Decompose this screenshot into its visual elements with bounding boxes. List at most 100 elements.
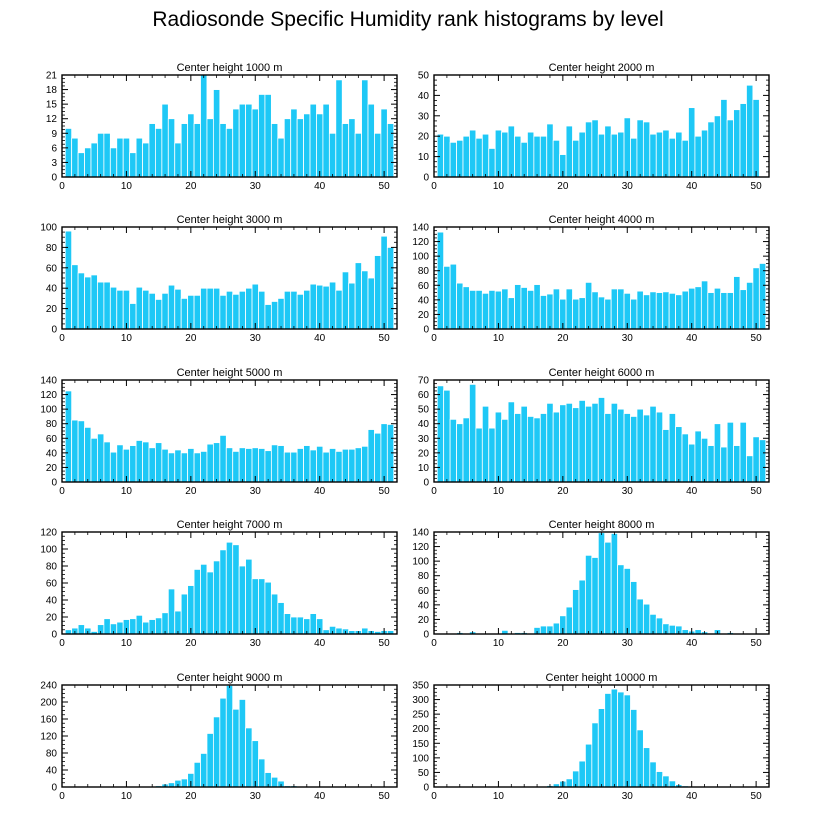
x-tick-label: 20 (185, 333, 197, 344)
histogram-bar (456, 423, 464, 483)
histogram-bar (303, 113, 311, 178)
y-tick-label: 70 (418, 376, 430, 387)
histogram-bar (546, 293, 554, 330)
y-tick-label: 60 (46, 434, 58, 445)
histogram-bar (578, 131, 586, 178)
x-tick-label: 10 (493, 486, 505, 497)
histogram-bar (251, 108, 259, 178)
histogram-bar (449, 418, 457, 483)
histogram-bar (374, 432, 382, 483)
histogram-bar (193, 761, 201, 788)
x-tick-label: 50 (751, 181, 763, 192)
histogram-bar (219, 294, 227, 330)
histogram-bar (655, 771, 664, 788)
histogram-bar (578, 297, 586, 330)
histogram-bar (225, 541, 234, 635)
histogram-bar (662, 291, 670, 330)
histogram-bar (245, 558, 253, 635)
x-tick-label: 0 (431, 333, 437, 344)
histogram-bar (283, 290, 292, 330)
histogram-bar (681, 433, 689, 483)
histogram-bar (449, 263, 457, 330)
histogram-bar (462, 135, 470, 178)
histogram-bar (610, 288, 618, 330)
histogram-bar (84, 426, 92, 483)
histogram-bar (746, 281, 754, 330)
y-tick-label: 150 (412, 739, 429, 750)
histogram-bar (142, 441, 150, 483)
histogram-bar (655, 617, 664, 635)
histogram-bar (148, 292, 156, 330)
histogram-bar (161, 292, 169, 330)
histogram-bar (597, 397, 606, 483)
histogram-bar (303, 445, 311, 483)
x-tick-label: 0 (59, 333, 65, 344)
histogram-bar (270, 444, 279, 483)
y-tick-label: 120 (40, 390, 57, 401)
histogram-bar (514, 135, 522, 178)
y-tick-label: 20 (46, 613, 58, 624)
histogram-bar (623, 568, 631, 635)
histogram-bar (77, 272, 85, 330)
histogram-bar (367, 277, 375, 330)
panel-title: Center height 3000 m (177, 214, 283, 226)
histogram-bar (309, 449, 317, 483)
histogram-bar (206, 118, 214, 178)
histogram-bar (456, 139, 464, 178)
histogram-bar (245, 287, 253, 330)
histogram-bar (238, 699, 247, 788)
histogram-bar (720, 292, 728, 330)
histogram-bar (610, 133, 618, 178)
histogram-bar (552, 288, 561, 330)
histogram-bar (309, 613, 317, 635)
histogram-bar (296, 448, 304, 483)
histogram-bar (501, 418, 509, 483)
histogram-bar (225, 128, 234, 178)
histogram-bar (494, 411, 503, 483)
y-tick-label: 30 (418, 434, 430, 445)
histogram-bar (77, 624, 85, 635)
x-tick-label: 20 (557, 638, 569, 649)
y-tick-label: 240 (40, 681, 57, 692)
histogram-bar (746, 84, 754, 178)
histogram-bar (167, 588, 176, 635)
histogram-bar (142, 621, 150, 635)
histogram-bar (245, 103, 253, 178)
histogram-bar (180, 593, 189, 635)
histogram-bar (258, 448, 266, 483)
histogram-bar (469, 383, 477, 483)
histogram-bar (277, 137, 285, 178)
histogram-bar (642, 121, 651, 178)
histogram-bar (700, 280, 709, 330)
histogram-bar (354, 132, 362, 178)
histogram-bar (578, 579, 586, 635)
y-tick-label: 120 (40, 528, 57, 539)
y-tick-label: 40 (46, 448, 58, 459)
histogram-bar (636, 119, 644, 178)
histogram-bar (720, 446, 728, 483)
histogram-bar (283, 451, 292, 483)
histogram-bar (109, 286, 118, 330)
x-tick-label: 40 (686, 181, 698, 192)
x-tick-label: 0 (59, 791, 65, 802)
histogram-bar (539, 625, 548, 635)
x-tick-label: 0 (431, 791, 437, 802)
histogram-bar (630, 709, 638, 788)
histogram-bar (552, 139, 561, 178)
histogram-bar (617, 564, 625, 635)
x-tick-label: 30 (622, 181, 634, 192)
x-tick-label: 20 (185, 181, 197, 192)
histogram-bar (520, 287, 528, 330)
histogram-bar (109, 147, 118, 178)
histogram-bar (584, 554, 593, 635)
histogram-bar (232, 544, 240, 635)
histogram-bar (597, 133, 606, 178)
histogram-bar (546, 123, 554, 178)
histogram-bar (193, 569, 201, 635)
x-tick-label: 40 (314, 791, 326, 802)
histogram-bar (610, 402, 618, 483)
histogram-bar (578, 760, 586, 788)
y-tick-label: 9 (51, 129, 57, 140)
histogram-bar (155, 128, 163, 178)
y-tick-label: 40 (418, 295, 430, 306)
